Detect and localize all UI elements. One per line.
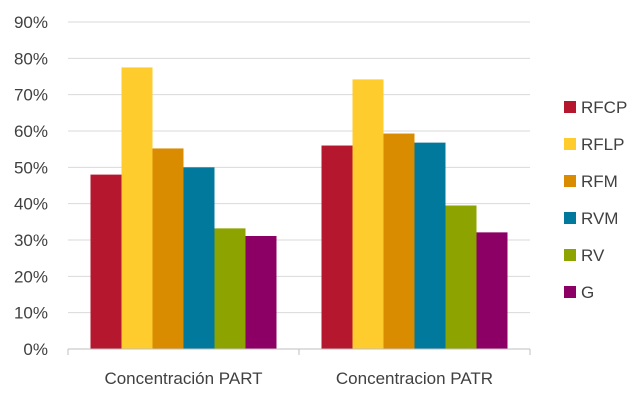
legend-label-g: G	[581, 283, 594, 302]
bar-rfcp-0	[90, 174, 122, 349]
y-tick-label: 20%	[14, 267, 48, 286]
bar-rflp-1	[352, 79, 384, 349]
y-tick-label: 30%	[14, 231, 48, 250]
bar-rfcp-1	[321, 145, 353, 349]
y-axis-ticks: 0% 10% 20% 30% 40% 50% 60% 70% 80% 90%	[14, 13, 48, 359]
legend-swatch-g	[564, 286, 576, 298]
y-tick-label: 70%	[14, 86, 48, 105]
bar-rvm-1	[414, 142, 446, 349]
x-axis-category-labels: Concentración PART Concentracion PATR	[104, 369, 493, 388]
legend: RFCP RFLP RFM RVM RV G	[564, 98, 627, 302]
legend-label-rv: RV	[581, 246, 605, 265]
y-tick-label: 50%	[14, 158, 48, 177]
legend-swatch-rfcp	[564, 101, 576, 113]
bar-g-1	[476, 232, 508, 349]
x-category-label: Concentración PART	[104, 369, 262, 388]
legend-swatch-rfm	[564, 175, 576, 187]
bar-rv-0	[214, 228, 246, 349]
legend-label-rvm: RVM	[581, 209, 618, 228]
bar-rv-1	[445, 205, 477, 349]
x-category-label: Concentracion PATR	[336, 369, 493, 388]
x-axis	[67, 348, 531, 355]
bars	[90, 67, 508, 350]
bar-rflp-0	[121, 67, 153, 350]
bar-g-0	[245, 236, 277, 349]
legend-swatch-rflp	[564, 138, 576, 150]
y-tick-label: 60%	[14, 122, 48, 141]
legend-label-rfm: RFM	[581, 172, 618, 191]
legend-swatch-rvm	[564, 212, 576, 224]
y-tick-label: 40%	[14, 195, 48, 214]
y-tick-label: 80%	[14, 49, 48, 68]
y-tick-label: 10%	[14, 304, 48, 323]
legend-label-rfcp: RFCP	[581, 98, 627, 117]
y-tick-label: 0%	[23, 340, 48, 359]
legend-label-rflp: RFLP	[581, 135, 624, 154]
legend-swatch-rv	[564, 249, 576, 261]
y-tick-label: 90%	[14, 13, 48, 32]
bar-rvm-0	[183, 167, 215, 349]
bar-rfm-1	[383, 133, 415, 349]
bar-rfm-0	[152, 148, 184, 349]
